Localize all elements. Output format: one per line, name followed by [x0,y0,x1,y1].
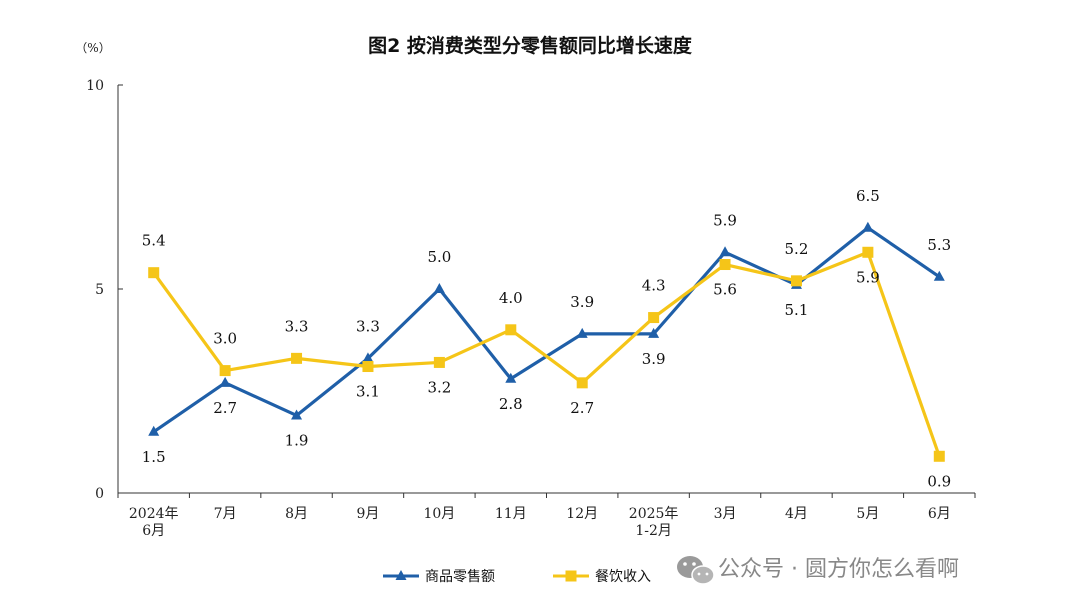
data-point-triangle [648,327,660,338]
data-label: 5.2 [785,240,809,258]
y-tick-label: 5 [95,282,104,298]
data-label: 3.9 [642,350,666,368]
data-point-square [862,246,874,258]
data-point-square [148,267,160,279]
data-label: 4.0 [499,289,523,307]
data-label: 3.2 [427,378,451,396]
legend-label: 餐饮收入 [595,569,651,585]
x-tick-label: 2025年 1-2月 [629,506,679,539]
data-label: 3.1 [356,383,380,401]
data-point-triangle [433,283,445,293]
data-point-square [719,259,731,271]
axes: 0 5 10 2024年 6月 7月 8月 9月 10月 11月 12月 2025年 1-2月 3月 4月 5… [86,78,976,539]
y-tick-label: 10 [86,78,104,94]
data-label: 5.9 [713,211,737,229]
data-label: 3.3 [285,317,309,335]
data-label: 6.5 [856,187,880,205]
data-label: 5.0 [427,248,451,266]
data-point-triangle [148,425,160,436]
data-point-square [219,365,231,377]
data-label: 5.9 [856,268,880,286]
chart-title: 图2 按消费类型分零售额同比增长速度 [368,34,693,57]
data-point-square [291,352,303,364]
series-layer [148,221,945,462]
data-label: 3.3 [356,317,380,335]
legend-label: 商品零售额 [425,569,495,585]
x-tick-label: 5月 [856,506,879,522]
data-label: 2.7 [570,399,594,417]
data-label: 3.9 [570,293,594,311]
series-line-1 [152,250,941,457]
data-label: 5.6 [713,281,737,299]
data-label: 3.0 [213,330,237,348]
y-unit-label: （%） [75,41,110,55]
data-point-triangle [933,270,945,281]
data-label: 5.4 [142,232,166,250]
data-point-square [362,361,374,373]
wechat-icon [677,556,715,585]
legend: 商品零售额 餐饮收入 [383,569,651,585]
data-point-square [576,377,588,389]
legend-marker-square [565,570,577,582]
data-point-triangle [219,376,231,387]
y-tick-label: 0 [95,486,104,502]
x-tick-label: 10月 [423,506,455,522]
data-label: 5.3 [927,236,951,254]
x-tick-label: 7月 [214,506,237,522]
data-label: 5.1 [785,301,809,319]
x-tick-label: 11月 [495,506,527,522]
x-tick-label: 2024年 6月 [129,506,179,539]
data-label: 1.5 [142,448,166,466]
data-label: 2.7 [213,399,237,417]
watermark-text: 公众号 · 圆方你怎么看啊 [718,557,959,582]
data-point-triangle [291,409,303,420]
data-point-square [790,275,802,287]
data-point-square [505,324,517,336]
x-tick-label: 6月 [928,506,951,522]
data-label: 0.9 [927,472,951,490]
data-point-square [933,450,945,462]
watermark: 公众号 · 圆方你怎么看啊 [677,556,959,585]
data-labels: 1.5 2.7 1.9 3.3 5.0 2.8 3.9 3.9 5.9 5.1 6.5 5.3 5.4 3… [142,187,951,490]
legend-marker-triangle [395,570,407,580]
data-point-triangle [505,372,517,383]
data-point-triangle [576,327,588,338]
x-tick-label: 3月 [714,506,737,522]
x-tick-label: 4月 [785,506,808,522]
data-point-triangle [862,221,874,232]
x-tick-label: 9月 [356,506,379,522]
data-label: 4.3 [642,277,666,295]
data-label: 2.8 [499,395,523,413]
data-point-triangle [719,246,731,257]
x-tick-label: 8月 [285,506,308,522]
data-label: 1.9 [285,431,309,449]
x-tick-label: 12月 [566,506,598,522]
data-point-square [648,312,660,324]
data-point-triangle [362,352,374,363]
series-line-0 [152,226,941,434]
data-point-square [433,356,445,368]
